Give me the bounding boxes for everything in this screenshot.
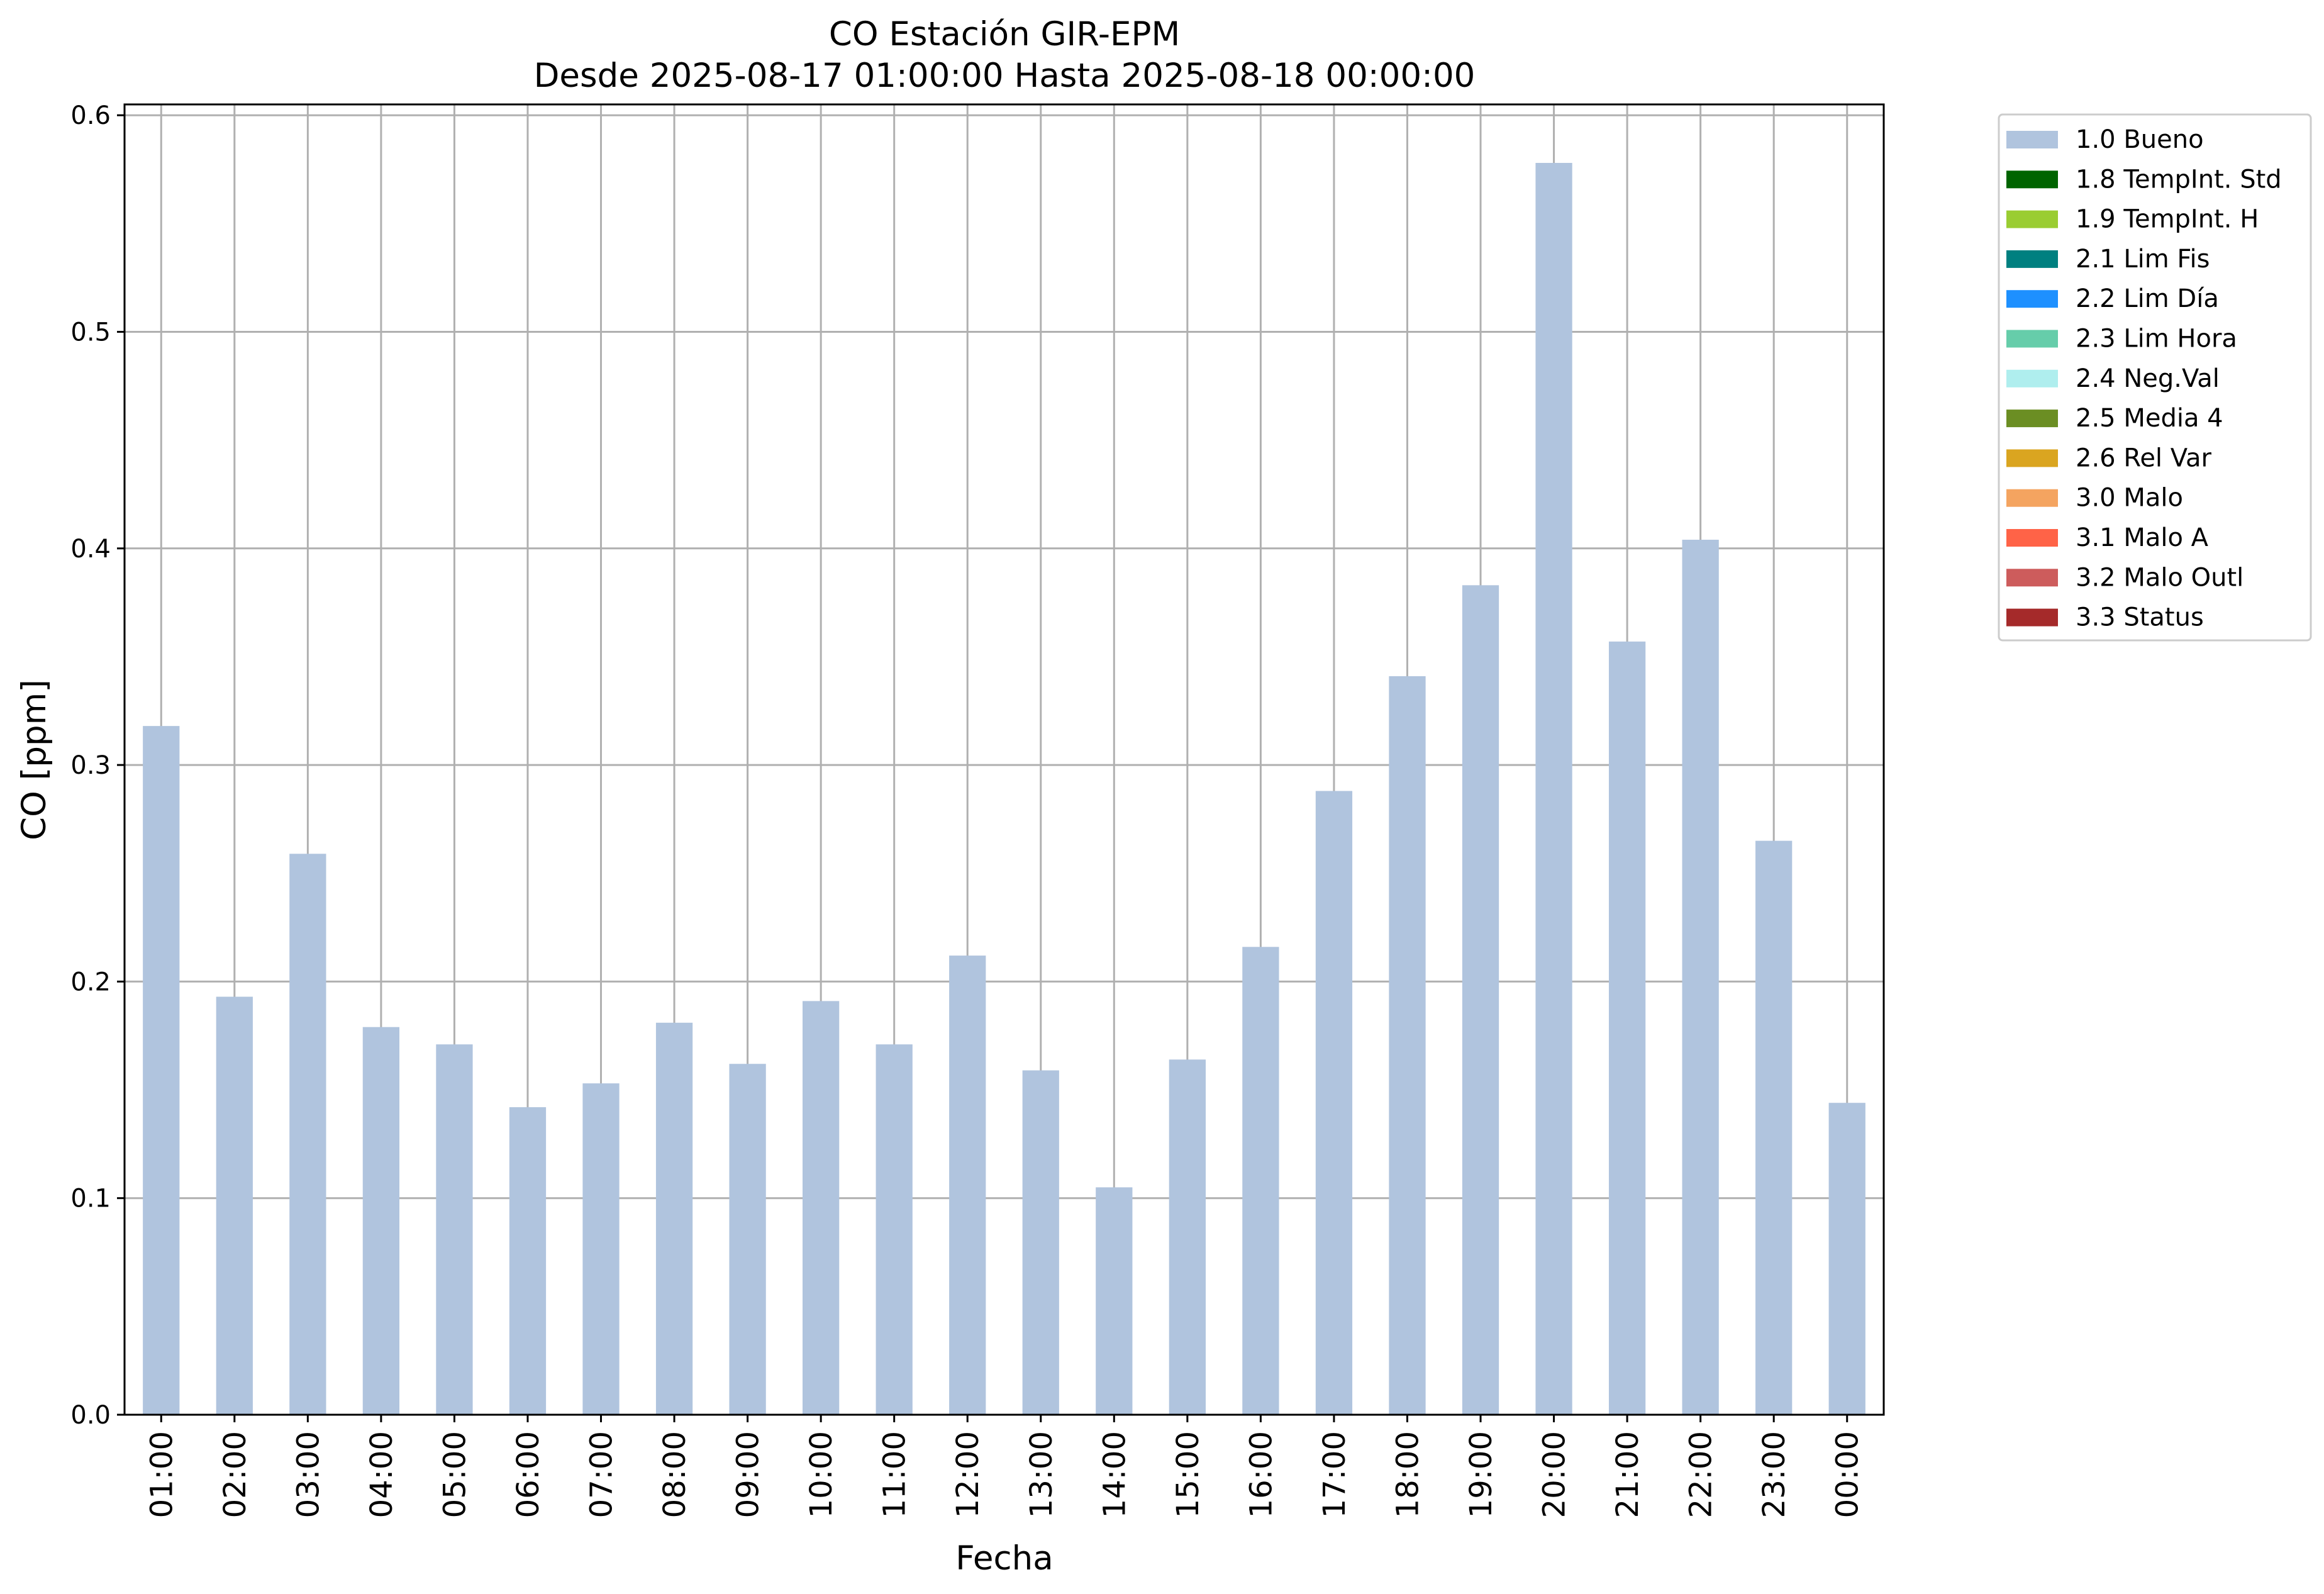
x-tick-label: 01:00 <box>144 1431 179 1518</box>
x-tick-label: 23:00 <box>1757 1431 1792 1518</box>
x-tick-label: 06:00 <box>511 1431 546 1518</box>
bar-23:00 <box>1755 840 1793 1415</box>
x-tick-label: 17:00 <box>1317 1431 1352 1518</box>
y-tick-label: 0.5 <box>70 318 111 347</box>
y-tick-label: 0.1 <box>70 1184 111 1213</box>
x-tick-label: 03:00 <box>291 1431 326 1518</box>
legend: 1.0 Bueno 1.8 TempInt. Std 1.9 TempInt. H 2… <box>1998 113 2312 642</box>
legend-label: 1.0 Bueno <box>2076 125 2204 154</box>
x-tick-label: 18:00 <box>1390 1431 1425 1518</box>
legend-label: 3.3 Status <box>2076 603 2204 632</box>
legend-swatch <box>2006 369 2058 387</box>
x-tick-label: 05:00 <box>437 1431 472 1518</box>
legend-label: 2.2 Lim Día <box>2076 284 2219 313</box>
x-tick-label: 04:00 <box>364 1431 399 1518</box>
bar-20:00 <box>1535 162 1572 1415</box>
bar-06:00 <box>509 1107 547 1415</box>
bar-05:00 <box>436 1044 473 1415</box>
x-tick-label: 07:00 <box>584 1431 620 1518</box>
y-tick-label: 0.4 <box>70 535 111 564</box>
x-tick-label: 14:00 <box>1097 1431 1132 1518</box>
x-tick-label: 08:00 <box>657 1431 692 1518</box>
x-axis-label: Fecha <box>955 1539 1053 1578</box>
chart-title: CO Estación GIR-EPM <box>829 15 1180 53</box>
x-tick-label: 16:00 <box>1243 1431 1279 1518</box>
legend-swatch <box>2006 449 2058 467</box>
y-tick-label: 0.0 <box>70 1401 111 1430</box>
legend-swatch <box>2006 569 2058 587</box>
x-tick-label: 21:00 <box>1610 1431 1645 1518</box>
x-tick-label: 20:00 <box>1537 1431 1572 1518</box>
bar-16:00 <box>1242 947 1279 1415</box>
x-tick-label: 15:00 <box>1170 1431 1206 1518</box>
bar-02:00 <box>216 996 253 1415</box>
bar-08:00 <box>655 1022 693 1415</box>
legend-label: 2.6 Rel Var <box>2076 443 2212 472</box>
bar-00:00 <box>1828 1103 1865 1415</box>
y-tick-label: 0.3 <box>70 751 111 780</box>
bar-07:00 <box>582 1083 620 1415</box>
x-tick-label: 09:00 <box>731 1431 766 1518</box>
legend-label: 3.1 Malo A <box>2076 523 2209 552</box>
legend-label: 1.8 TempInt. Std <box>2076 165 2282 194</box>
legend-swatch <box>2006 330 2058 348</box>
x-tick-label: 13:00 <box>1024 1431 1059 1518</box>
x-tick-label: 02:00 <box>218 1431 253 1518</box>
plot-frame <box>123 103 1885 1416</box>
bar-03:00 <box>289 854 326 1415</box>
bar-04:00 <box>362 1027 400 1415</box>
legend-swatch <box>2006 210 2058 228</box>
legend-label: 2.1 Lim Fis <box>2076 245 2210 274</box>
legend-swatch <box>2006 529 2058 547</box>
legend-frame <box>1998 113 2312 642</box>
legend-swatch <box>2006 410 2058 428</box>
bar-09:00 <box>729 1064 766 1415</box>
legend-label: 2.3 Lim Hora <box>2076 325 2237 354</box>
x-tick-label: 11:00 <box>877 1431 913 1518</box>
x-tick-label: 12:00 <box>950 1431 986 1518</box>
legend-label: 3.0 Malo <box>2076 484 2183 513</box>
x-tick-label: 00:00 <box>1830 1431 1865 1518</box>
legend-swatch <box>2006 131 2058 148</box>
legend-swatch <box>2006 489 2058 507</box>
legend-label: 1.9 TempInt. H <box>2076 205 2259 234</box>
y-tick-label: 0.6 <box>70 101 111 130</box>
bar-15:00 <box>1169 1059 1206 1415</box>
x-tick-label: 19:00 <box>1464 1431 1499 1518</box>
x-tick-label: 22:00 <box>1684 1431 1719 1518</box>
chart-subtitle: Desde 2025-08-17 01:00:00 Hasta 2025-08-… <box>534 57 1476 95</box>
bars <box>143 162 1865 1415</box>
y-axis-label: CO [ppm] <box>15 679 53 840</box>
legend-swatch <box>2006 170 2058 189</box>
legend-label: 2.4 Neg.Val <box>2076 364 2220 393</box>
bar-17:00 <box>1315 791 1353 1415</box>
bar-01:00 <box>143 726 180 1415</box>
bar-18:00 <box>1389 676 1426 1415</box>
y-tick-label: 0.2 <box>70 967 111 996</box>
bar-13:00 <box>1022 1070 1059 1415</box>
bar-14:00 <box>1096 1187 1133 1415</box>
bar-21:00 <box>1608 641 1646 1415</box>
ticks: 0.0 0.1 0.2 0.3 0.4 0.5 0.6 01:00 02:00 03:00 04:0… <box>70 101 1865 1518</box>
x-tick-label: 10:00 <box>804 1431 839 1518</box>
legend-label: 3.2 Malo Outl <box>2076 563 2243 592</box>
legend-swatch <box>2006 608 2058 627</box>
legend-swatch <box>2006 250 2058 268</box>
bar-10:00 <box>803 1001 840 1415</box>
bar-11:00 <box>876 1044 913 1415</box>
bar-22:00 <box>1682 540 1719 1415</box>
legend-label: 2.5 Media 4 <box>2076 404 2223 433</box>
bar-12:00 <box>949 956 986 1415</box>
bar-19:00 <box>1462 585 1499 1415</box>
legend-swatch <box>2006 290 2058 308</box>
